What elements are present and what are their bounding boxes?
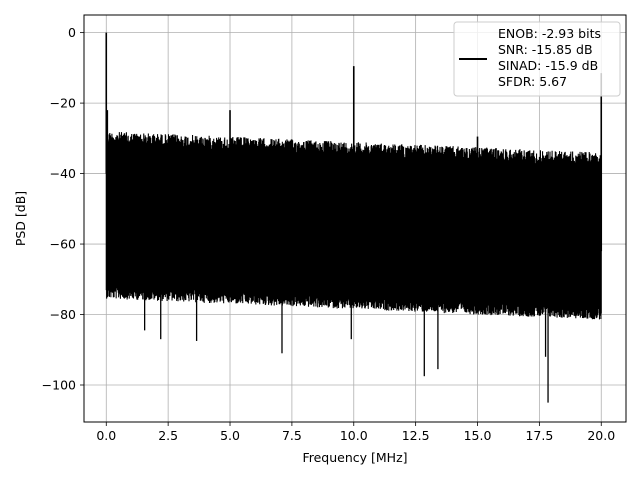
legend: ENOB: -2.93 bits SNR: -15.85 dB SINAD: -… <box>453 21 621 97</box>
y-axis-label: PSD [dB] <box>13 191 28 246</box>
x-tick-label: 2.5 <box>158 428 178 443</box>
x-axis-label: Frequency [MHz] <box>302 450 407 465</box>
x-tick-label: 20.0 <box>587 428 615 443</box>
y-tick-label: −40 <box>50 166 76 181</box>
y-tick-label: −20 <box>50 96 76 111</box>
y-tick-label: −60 <box>50 237 76 252</box>
y-tick-label: −100 <box>42 378 76 393</box>
x-tick-label: 5.0 <box>220 428 240 443</box>
legend-box <box>453 21 621 97</box>
x-tick-label: 12.5 <box>402 428 430 443</box>
y-tick-label: −80 <box>50 307 76 322</box>
legend-line-sinad: SINAD: -15.9 dB <box>498 58 598 73</box>
y-axis-ticks: 0 −20 −40 −60 −80 −100 <box>42 25 84 393</box>
plot-frame <box>83 14 627 423</box>
legend-line-snr: SNR: -15.85 dB <box>498 42 593 57</box>
psd-noise-band <box>105 132 602 320</box>
legend-line-enob: ENOB: -2.93 bits <box>498 26 601 41</box>
y-tick-label: 0 <box>68 25 76 40</box>
x-tick-label: 17.5 <box>525 428 553 443</box>
psd-series <box>105 32 603 403</box>
x-tick-label: 0.0 <box>96 428 116 443</box>
x-tick-label: 7.5 <box>282 428 302 443</box>
x-tick-label: 15.0 <box>464 428 492 443</box>
x-tick-label: 10.0 <box>340 428 368 443</box>
legend-line-sfdr: SFDR: 5.67 <box>498 74 567 89</box>
x-axis-ticks: 0.0 2.5 5.0 7.5 10.0 12.5 15.0 17.5 20.0 <box>96 422 615 443</box>
